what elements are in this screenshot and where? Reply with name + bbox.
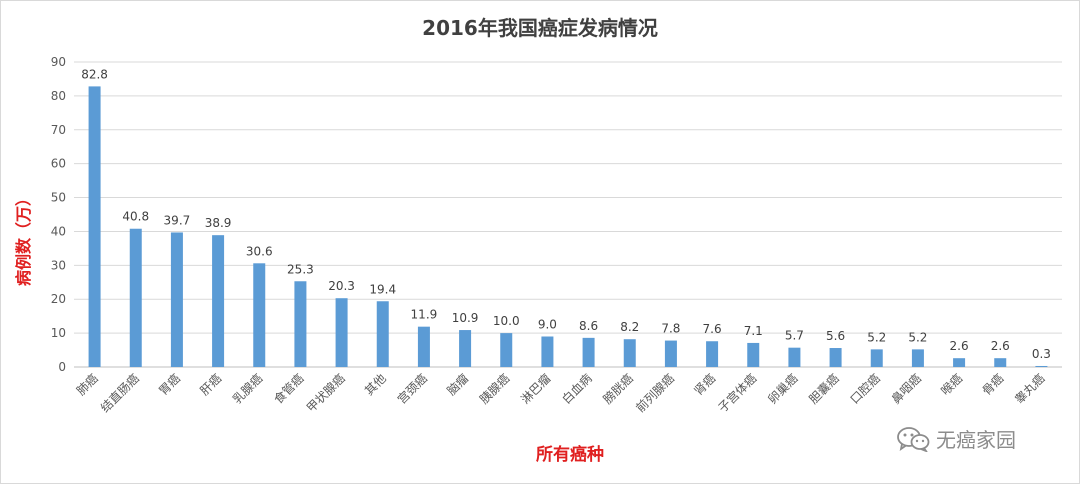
x-tick-label: 肾癌: [691, 371, 719, 399]
y-tick-label: 80: [51, 89, 66, 103]
data-label: 10.0: [493, 314, 520, 328]
bar: [212, 235, 225, 367]
y-tick-label: 40: [51, 224, 66, 238]
y-tick-label: 90: [51, 55, 66, 69]
y-tick-label: 0: [58, 360, 66, 374]
x-tick-label: 子宫体癌: [715, 371, 760, 416]
data-label: 8.2: [620, 320, 639, 334]
x-tick-label: 甲状腺癌: [303, 371, 348, 416]
bar: [88, 86, 101, 368]
x-tick-label: 结直肠癌: [97, 371, 142, 416]
x-tick-label: 卵巢癌: [764, 371, 800, 407]
x-tick-label: 喉癌: [938, 371, 966, 399]
x-tick-label: 乳腺癌: [229, 371, 265, 407]
bar: [129, 228, 142, 367]
bar: [829, 348, 842, 367]
data-label: 7.8: [661, 322, 680, 336]
bar: [253, 263, 266, 367]
x-tick-label: 其他: [362, 371, 389, 398]
data-label: 10.9: [452, 311, 479, 325]
x-tick-label: 膀胱癌: [600, 371, 636, 407]
bar: [623, 339, 636, 367]
bar: [911, 349, 924, 367]
x-tick-label: 肺癌: [73, 371, 101, 399]
bar: [500, 333, 513, 367]
x-tick-label: 淋巴瘤: [517, 371, 553, 407]
data-label: 38.9: [205, 216, 232, 230]
x-tick-label: 骨癌: [979, 371, 1007, 399]
x-tick-label: 前列腺癌: [632, 371, 677, 416]
bar: [541, 336, 554, 367]
data-label: 2.6: [991, 339, 1010, 353]
bar: [788, 347, 801, 367]
x-tick-label: 食管癌: [270, 371, 306, 407]
data-label: 2.6: [950, 339, 969, 353]
chart-title: 2016年我国癌症发病情况: [422, 16, 658, 40]
bar: [582, 337, 595, 367]
data-label: 7.6: [703, 322, 722, 336]
watermark-text: 无癌家园: [936, 428, 1016, 452]
data-label: 11.9: [411, 308, 438, 322]
y-tick-label: 30: [51, 258, 66, 272]
x-tick-label: 鼻咽癌: [888, 371, 924, 407]
bar: [335, 298, 348, 367]
y-tick-label: 70: [51, 123, 66, 137]
data-label: 25.3: [287, 262, 314, 276]
x-tick-label: 胆囊癌: [806, 371, 842, 407]
x-tick-label: 睾丸癌: [1011, 371, 1047, 407]
bar: [994, 358, 1007, 367]
data-label: 40.8: [122, 210, 149, 224]
x-axis-title: 所有癌种: [536, 445, 604, 465]
bar: [664, 340, 677, 367]
bar: [376, 301, 389, 367]
y-tick-label: 10: [51, 326, 66, 340]
bar: [170, 232, 183, 367]
bar: [953, 358, 966, 367]
x-tick-label: 口腔癌: [847, 371, 883, 407]
x-tick-label: 胃癌: [155, 371, 183, 399]
x-tick-label: 胰腺癌: [476, 371, 512, 407]
data-label: 5.2: [908, 330, 927, 344]
x-tick-label: 白血病: [559, 371, 595, 407]
bar: [459, 330, 472, 367]
data-label: 5.6: [826, 329, 845, 343]
y-tick-label: 20: [51, 292, 66, 306]
bar: [747, 342, 760, 367]
data-label: 0.3: [1032, 347, 1051, 361]
bar: [870, 349, 883, 367]
data-label: 19.4: [369, 282, 396, 296]
x-tick-label: 肝癌: [197, 371, 225, 399]
wechat-icon: [897, 426, 930, 452]
bar: [294, 281, 307, 367]
watermark: 无癌家园: [896, 424, 1016, 453]
bar: [1035, 365, 1048, 367]
bar: [706, 341, 719, 367]
data-label: 8.6: [579, 319, 598, 333]
data-label: 7.1: [744, 324, 763, 338]
y-tick-label: 50: [51, 191, 66, 205]
data-label: 82.8: [81, 67, 108, 81]
data-label: 5.2: [867, 330, 886, 344]
data-label: 30.6: [246, 244, 273, 258]
x-tick-label: 脑瘤: [444, 371, 472, 399]
x-tick-label: 宫颈癌: [394, 371, 430, 407]
data-label: 9.0: [538, 318, 557, 332]
data-label: 5.7: [785, 329, 804, 343]
y-tick-label: 60: [51, 157, 66, 171]
data-label: 20.3: [328, 279, 355, 293]
bar: [417, 326, 430, 367]
data-label: 39.7: [164, 213, 191, 227]
